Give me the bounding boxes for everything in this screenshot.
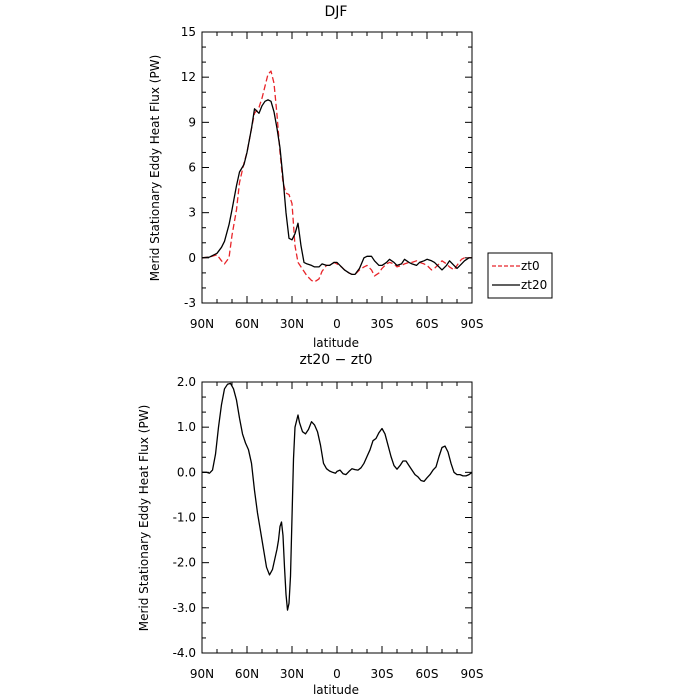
bottom-y-tick-label: -3.0 [173, 601, 196, 615]
bottom-x-tick-label: 90S [461, 667, 484, 681]
top-y-axis-label: Merid Stationary Eddy Heat Flux (PW) [148, 55, 162, 282]
top-x-ticks: 90N 60N 30N 0 30S 60S 90S [190, 32, 484, 331]
bottom-series-line [202, 382, 473, 611]
bottom-y-tick-label: -4.0 [173, 646, 196, 660]
top-series-zt0 [201, 70, 472, 283]
top-x-axis-label: latitude [313, 336, 359, 350]
top-x-tick-label: 30S [371, 317, 394, 331]
bottom-y-axis-label: Merid Stationary Eddy Heat Flux (PW) [137, 405, 151, 632]
bottom-y-tick-label: -1.0 [173, 511, 196, 525]
top-x-tick-label: 60S [416, 317, 439, 331]
legend-label-zt0: zt0 [521, 259, 540, 273]
top-y-tick-label: 6 [188, 161, 196, 175]
legend: zt0 zt20 [487, 252, 553, 299]
bottom-x-tick-label: 30N [280, 667, 304, 681]
legend-label-zt20: zt20 [521, 278, 547, 292]
top-series-zt20 [201, 99, 472, 276]
top-y-tick-label: -3 [184, 296, 196, 310]
top-y-tick-label: 0 [188, 251, 196, 265]
top-chart-title: DJF [325, 4, 348, 20]
bottom-x-axis-label: latitude [313, 683, 359, 697]
bottom-x-ticks: 90N 60N 30N 0 30S 60S 90S [190, 382, 484, 681]
top-x-tick-label: 0 [333, 317, 341, 331]
top-y-tick-label: 15 [181, 25, 196, 39]
bottom-y-tick-label: -2.0 [173, 556, 196, 570]
top-x-tick-label: 30N [280, 317, 304, 331]
top-y-ticks: -3 0 3 6 9 12 15 [181, 25, 472, 310]
bottom-y-tick-label: 2.0 [177, 375, 196, 389]
top-y-tick-label: 3 [188, 206, 196, 220]
bottom-x-tick-label: 60S [416, 667, 439, 681]
bottom-chart-title: zt20 − zt0 [299, 352, 372, 368]
top-panel: DJF -3 0 3 6 9 12 15 90N 60N 30N 0 30S 60S 90S latit… [148, 4, 553, 350]
legend-box [487, 252, 553, 299]
top-x-tick-label: 90S [461, 317, 484, 331]
top-y-tick-label: 12 [181, 70, 196, 84]
bottom-x-tick-label: 60N [235, 667, 259, 681]
top-series-group [201, 70, 472, 283]
bottom-x-tick-label: 30S [371, 667, 394, 681]
bottom-y-ticks: -4.0 -3.0 -2.0 -1.0 0.0 1.0 2.0 [173, 375, 472, 660]
bottom-panel: zt20 − zt0 -4.0 -3.0 -2.0 -1.0 0.0 1.0 2.0 90N… [137, 352, 483, 697]
bottom-y-tick-label: 0.0 [177, 465, 196, 479]
top-x-tick-label: 90N [190, 317, 214, 331]
bottom-series-group [202, 382, 473, 611]
bottom-x-tick-label: 90N [190, 667, 214, 681]
bottom-x-tick-label: 0 [333, 667, 341, 681]
bottom-y-tick-label: 1.0 [177, 420, 196, 434]
top-y-tick-label: 9 [188, 115, 196, 129]
top-x-tick-label: 60N [235, 317, 259, 331]
